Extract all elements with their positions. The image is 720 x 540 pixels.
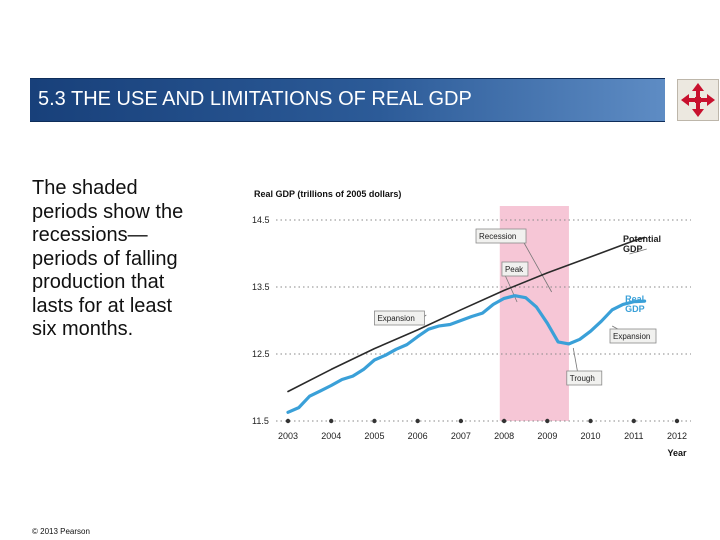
expansion-annotation-box bbox=[374, 310, 425, 326]
description-text: The shaded periods show the recessions— … bbox=[32, 177, 232, 342]
potential-gdp-label: Potential bbox=[623, 234, 661, 244]
x-tick-label: 2005 bbox=[364, 431, 384, 441]
description-line: lasts for at least bbox=[32, 294, 173, 317]
slide-title-bar: 5.3 THE USE AND LIMITATIONS OF REAL GDP bbox=[30, 78, 665, 122]
potential-gdp-label: GDP bbox=[623, 244, 643, 254]
description-line: The shaded bbox=[32, 177, 138, 199]
real-gdp-chart: Real GDP (trillions of 2005 dollars) 11.5… bbox=[252, 189, 691, 458]
annotation-leader bbox=[523, 241, 553, 293]
description-line: periods show the bbox=[32, 200, 184, 223]
x-tick-label: 2009 bbox=[537, 431, 557, 441]
x-tick-label: 2003 bbox=[278, 431, 298, 441]
potential-gdp-line bbox=[287, 236, 646, 393]
x-tick-dot bbox=[285, 418, 291, 424]
x-tick-dot bbox=[415, 418, 420, 424]
y-tick-label: 13.5 bbox=[252, 282, 270, 292]
description-line: six months. bbox=[32, 318, 134, 340]
description-line: periods of falling bbox=[32, 247, 178, 270]
expansion-annotation-label: Expansion bbox=[613, 332, 650, 341]
x-tick-dot bbox=[501, 418, 507, 424]
slide-title: 5.3 THE USE AND LIMITATIONS OF REAL GDP bbox=[38, 88, 472, 110]
y-tick-label: 14.5 bbox=[252, 215, 270, 225]
copyright-text: © 2013 Pearson bbox=[32, 527, 90, 536]
x-tick-label: 2012 bbox=[667, 431, 687, 441]
x-axis-title: Year bbox=[667, 448, 687, 458]
trough-annotation-label: Trough bbox=[570, 374, 595, 383]
real-gdp-label: Real bbox=[625, 294, 644, 304]
description-line: recessions— bbox=[32, 224, 148, 246]
x-tick-dot bbox=[545, 418, 550, 424]
recession-annotation-box bbox=[475, 228, 527, 244]
navigation-arrows-icon-graphic bbox=[681, 83, 715, 117]
x-tick-dot bbox=[674, 418, 680, 424]
x-tick-label: 2007 bbox=[451, 431, 471, 441]
y-tick-label: 12.5 bbox=[252, 349, 270, 359]
annotation-leader bbox=[629, 248, 647, 255]
x-tick-label: 2006 bbox=[408, 431, 428, 441]
x-tick-dot bbox=[372, 418, 377, 424]
x-tick-label: 2008 bbox=[494, 431, 514, 441]
trough-annotation-box bbox=[566, 370, 603, 386]
x-tick-dot bbox=[329, 418, 334, 424]
y-tick-label: 11.5 bbox=[252, 416, 269, 426]
recession-annotation-label: Recession bbox=[479, 232, 516, 241]
x-tick-label: 2010 bbox=[581, 431, 601, 441]
y-axis-title: Real GDP (trillions of 2005 dollars) bbox=[254, 189, 401, 199]
description-line: production that bbox=[32, 271, 165, 293]
x-tick-label: 2011 bbox=[624, 431, 643, 441]
navigation-arrows-icon[interactable] bbox=[677, 79, 719, 121]
x-tick-dot bbox=[588, 418, 593, 424]
real-gdp-label: GDP bbox=[625, 304, 645, 314]
x-tick-label: 2004 bbox=[321, 431, 341, 441]
x-tick-dot bbox=[458, 418, 464, 424]
expansion-annotation-label: Expansion bbox=[377, 314, 414, 323]
x-tick-dot bbox=[631, 418, 636, 424]
peak-annotation-box bbox=[501, 261, 529, 277]
peak-annotation-label: Peak bbox=[505, 265, 524, 274]
annotation-leader bbox=[572, 347, 578, 373]
real-gdp-line bbox=[286, 294, 647, 414]
expansion-annotation-box bbox=[609, 328, 657, 344]
